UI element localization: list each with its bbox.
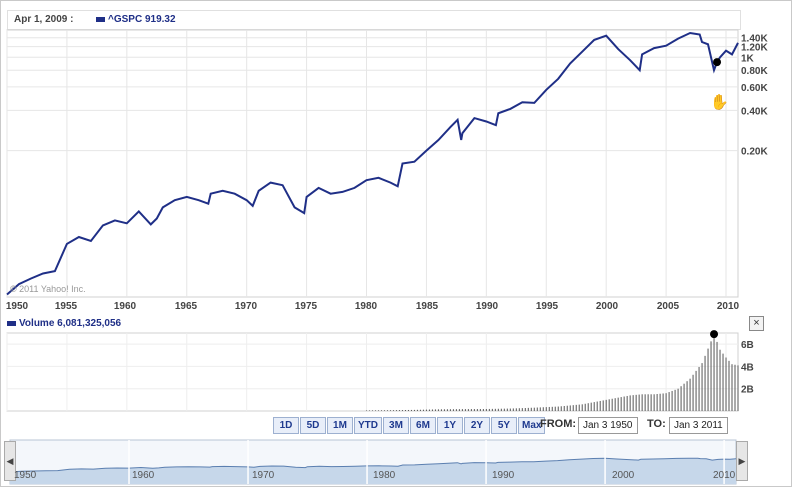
navigator-label: 1970	[252, 470, 275, 481]
x-tick-label: 1965	[174, 301, 198, 312]
tooltip-symbol-value: ^GSPC 919.32	[108, 14, 176, 25]
range-1y-button[interactable]: 1Y	[437, 417, 463, 434]
navigator-right-arrow-icon[interactable]: ▶	[736, 441, 748, 481]
x-tick-label: 2010	[716, 301, 740, 312]
to-label: TO:	[647, 418, 666, 430]
hand-cursor-icon: ✋	[710, 94, 729, 111]
range-5y-button[interactable]: 5Y	[491, 417, 517, 434]
navigator-label: 1990	[492, 470, 515, 481]
volume-swatch	[7, 320, 16, 326]
x-tick-label: 1970	[234, 301, 258, 312]
range-5d-button[interactable]: 5D	[300, 417, 326, 434]
x-tick-label: 1955	[54, 301, 78, 312]
from-label: FROM:	[540, 418, 577, 430]
tooltip-date: Apr 1, 2009 :	[14, 14, 74, 25]
navigator-left-arrow-icon[interactable]: ◀	[4, 441, 16, 481]
x-tick-label: 2005	[656, 301, 680, 312]
range-1d-button[interactable]: 1D	[273, 417, 299, 434]
range-2y-button[interactable]: 2Y	[464, 417, 490, 434]
close-icon[interactable]: ×	[749, 316, 764, 331]
to-date-input[interactable]: Jan 3 2011	[669, 417, 728, 434]
range-3m-button[interactable]: 3M	[383, 417, 409, 434]
volume-label: Volume 6,081,325,056	[19, 318, 122, 329]
x-tick-label: 1985	[415, 301, 439, 312]
navigator-label: 1950	[14, 470, 37, 481]
range-1m-button[interactable]: 1M	[327, 417, 353, 434]
range-max-button[interactable]: Max	[518, 417, 546, 434]
range-ytd-button[interactable]: YTD	[354, 417, 382, 434]
x-tick-label: 1975	[294, 301, 318, 312]
price-tooltip: Apr 1, 2009 : ^GSPC 919.32	[7, 10, 741, 30]
x-tick-label: 1950	[5, 301, 29, 312]
series-swatch	[96, 17, 105, 22]
x-tick-label: 1960	[113, 301, 137, 312]
navigator-label: 1960	[132, 470, 155, 481]
x-tick-label: 1995	[535, 301, 559, 312]
navigator-label: 2000	[612, 470, 635, 481]
range-6m-button[interactable]: 6M	[410, 417, 436, 434]
range-buttons: 1D 5D 1M YTD 3M 6M 1Y 2Y 5Y Max	[273, 417, 546, 434]
x-tick-label: 1980	[354, 301, 378, 312]
from-date-input[interactable]: Jan 3 1950	[578, 417, 638, 434]
navigator-label: 2010	[713, 470, 736, 481]
navigator-label: 1980	[373, 470, 396, 481]
volume-header: Volume 6,081,325,056	[7, 318, 121, 329]
x-tick-label: 1990	[475, 301, 499, 312]
x-tick-label: 2000	[595, 301, 619, 312]
